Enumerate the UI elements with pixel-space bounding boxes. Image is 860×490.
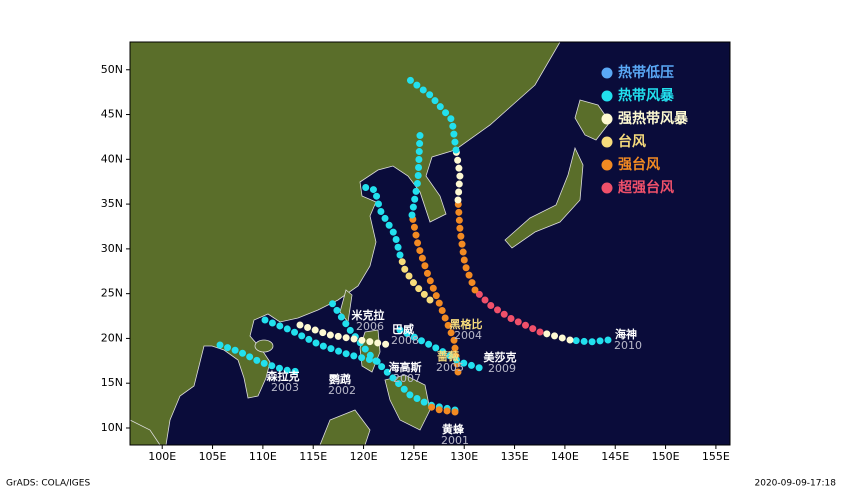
legend-swatch: [601, 67, 613, 79]
storm-code: 2002: [328, 384, 356, 397]
storm-name: 巴威: [392, 322, 414, 336]
storm-name: 海神: [615, 327, 637, 341]
storm-code: 2003: [271, 381, 299, 394]
x-tick-label: 140E: [551, 450, 579, 463]
storm-name: 海高斯: [389, 360, 422, 374]
y-tick-label: 25N: [101, 287, 123, 300]
tracks: [216, 76, 612, 416]
x-tick-label: 155E: [702, 450, 730, 463]
legend-swatch: [601, 159, 613, 171]
storm-code: 2010: [614, 339, 642, 352]
storm-code: 2005: [436, 361, 464, 374]
x-tick-label: 150E: [652, 450, 680, 463]
y-tick-label: 10N: [101, 421, 123, 434]
x-tick-label: 115E: [299, 450, 327, 463]
x-tick-label: 110E: [249, 450, 277, 463]
x-tick-label: 135E: [501, 450, 529, 463]
storm-code: 2004: [454, 329, 482, 342]
footer-left: GrADS: COLA/IGES: [6, 479, 90, 489]
storm-code: 2001: [441, 434, 469, 447]
y-tick-label: 20N: [101, 331, 123, 344]
legend-swatch: [601, 90, 613, 102]
frame: [129, 41, 731, 446]
storm-name: 黑格比: [450, 317, 483, 331]
x-tick-label: 100E: [148, 450, 176, 463]
storm-name: 米克拉: [351, 308, 385, 322]
storm-code: 2009: [488, 362, 516, 375]
legend-swatch: [601, 136, 613, 148]
storm-name: 森拉克: [267, 369, 300, 383]
y-tick-label: 30N: [101, 242, 123, 255]
storm-code: 2008: [391, 334, 419, 347]
y-tick-label: 15N: [101, 376, 123, 389]
x-tick-label: 120E: [350, 450, 378, 463]
y-tick-label: 40N: [101, 152, 123, 165]
y-tick-label: 35N: [101, 197, 123, 210]
footer-right: 2020-09-09-17:18: [755, 479, 837, 489]
storm-name: 鹦鹉: [329, 372, 351, 386]
legend-label: 热带风暴: [618, 87, 675, 104]
y-tick-label: 45N: [101, 108, 123, 121]
storm-name: 美莎克: [484, 350, 517, 364]
x-tick-label: 125E: [400, 450, 428, 463]
legend-label: 台风: [618, 133, 646, 150]
storm-name: 黄蜂: [442, 422, 465, 436]
storm-name: 蔷薇: [437, 349, 459, 363]
storm-code: 2006: [356, 320, 384, 333]
x-tick-label: 130E: [450, 450, 478, 463]
legend-label: 超强台风: [617, 179, 674, 196]
legend-label: 强热带风暴: [618, 110, 689, 127]
legend-swatch: [601, 113, 613, 125]
legend-label: 强台风: [618, 156, 660, 173]
y-tick-label: 50N: [101, 63, 123, 76]
legend-label: 热带低压: [618, 64, 674, 81]
x-tick-label: 105E: [199, 450, 227, 463]
legend-swatch: [601, 182, 613, 194]
storm-code: 2007: [393, 372, 421, 385]
x-tick-label: 145E: [601, 450, 629, 463]
